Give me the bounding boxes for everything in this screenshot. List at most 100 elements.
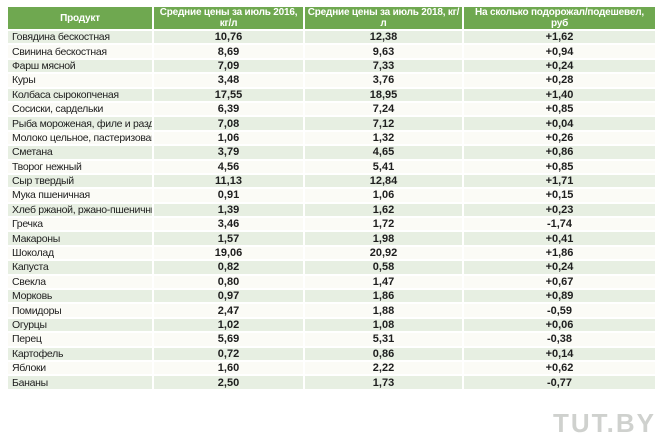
value-cell: +0,85 xyxy=(462,158,657,175)
value-cell: 7,24 xyxy=(303,100,464,118)
value-cell: 1,88 xyxy=(303,302,464,319)
value-cell: 1,32 xyxy=(303,129,464,147)
value-cell: +0,62 xyxy=(462,359,657,377)
table-row: Морковь 0,97 1,86 +0,89 xyxy=(6,288,657,305)
value-cell: 0,80 xyxy=(152,273,305,291)
value-cell: +1,71 xyxy=(462,172,657,190)
value-cell: 17,55 xyxy=(152,86,305,103)
value-cell: 1,08 xyxy=(303,316,464,334)
product-cell: Яблоки xyxy=(6,359,154,377)
product-cell: Макароны xyxy=(6,230,154,247)
value-cell: +0,24 xyxy=(462,57,657,75)
product-cell: Молоко цельное, пастеризованное xyxy=(6,129,154,147)
product-cell: Перец xyxy=(6,331,154,348)
value-cell: 1,02 xyxy=(152,316,305,334)
value-cell: +0,94 xyxy=(462,43,657,60)
column-header-price-2018: Средние цены за июль 2018, кг/л xyxy=(303,5,464,31)
table-row: Бананы 2,50 1,73 -0,77 xyxy=(6,374,657,391)
table-row: Картофель 0,72 0,86 +0,14 xyxy=(6,345,657,363)
value-cell: -1,74 xyxy=(462,216,657,233)
value-cell: 1,57 xyxy=(152,230,305,247)
table-row: Хлеб ржаной, ржано-пшеничный 1,39 1,62 +0,2… xyxy=(6,201,657,219)
value-cell: 7,09 xyxy=(152,57,305,75)
value-cell: +0,23 xyxy=(462,201,657,219)
table-row: Сосиски, сардельки 6,39 7,24 +0,85 xyxy=(6,100,657,118)
table-row: Перец 5,69 5,31 -0,38 xyxy=(6,331,657,348)
product-cell: Капуста xyxy=(6,259,154,276)
value-cell: 9,63 xyxy=(303,43,464,60)
value-cell: 2,50 xyxy=(152,374,305,391)
value-cell: 1,98 xyxy=(303,230,464,247)
value-cell: 7,12 xyxy=(303,115,464,132)
value-cell: 12,38 xyxy=(303,28,464,46)
table-body: Говядина бескостная 10,76 12,38 +1,62 Свинин… xyxy=(6,28,657,391)
table-row: Рыба мороженая, филе и разделка7,087,12+… xyxy=(6,115,657,132)
column-header-change: На сколько подорожал/подешевел, руб xyxy=(462,5,657,31)
product-cell: Творог нежный xyxy=(6,158,154,175)
value-cell: +1,62 xyxy=(462,28,657,46)
table-row: Сметана 3,79 4,65 +0,86 xyxy=(6,144,657,161)
value-cell: +0,67 xyxy=(462,273,657,291)
value-cell: 4,65 xyxy=(303,144,464,161)
table-row: Фарш мясной 7,09 7,33 +0,24 xyxy=(6,57,657,75)
value-cell: -0,59 xyxy=(462,302,657,319)
value-cell: 3,79 xyxy=(152,144,305,161)
product-cell: Гречка xyxy=(6,216,154,233)
value-cell: 5,41 xyxy=(303,158,464,175)
value-cell: 12,84 xyxy=(303,172,464,190)
value-cell: 0,86 xyxy=(303,345,464,363)
value-cell: 5,69 xyxy=(152,331,305,348)
value-cell: +1,40 xyxy=(462,86,657,103)
table-row: Гречка 3,46 1,72 -1,74 xyxy=(6,216,657,233)
header-row: Продукт Средние цены за июль 2016, кг/л … xyxy=(6,5,657,31)
product-cell: Колбаса сырокопченая xyxy=(6,86,154,103)
table-row: Куры 3,48 3,76 +0,28 xyxy=(6,72,657,89)
product-cell: Морковь xyxy=(6,288,154,305)
table-row: Говядина бескостная 10,76 12,38 +1,62 xyxy=(6,28,657,46)
value-cell: 1,47 xyxy=(303,273,464,291)
product-cell: Бананы xyxy=(6,374,154,391)
value-cell: 7,08 xyxy=(152,115,305,132)
product-cell: Сыр твердый xyxy=(6,172,154,190)
value-cell: +0,24 xyxy=(462,259,657,276)
value-cell: 2,47 xyxy=(152,302,305,319)
value-cell: 2,22 xyxy=(303,359,464,377)
table-row: Мука пшеничная 0,91 1,06 +0,15 xyxy=(6,187,657,204)
table-row: Сыр твердый 11,13 12,84 +1,71 xyxy=(6,172,657,190)
value-cell: 0,72 xyxy=(152,345,305,363)
product-cell: Шоколад xyxy=(6,244,154,262)
table-row: Молоко цельное, пастеризованное1,061,32+… xyxy=(6,129,657,147)
tutby-watermark: TUT.BY xyxy=(553,408,656,438)
value-cell: 7,33 xyxy=(303,57,464,75)
value-cell: 5,31 xyxy=(303,331,464,348)
value-cell: 1,62 xyxy=(303,201,464,219)
table-row: Яблоки 1,60 2,22 +0,62 xyxy=(6,359,657,377)
value-cell: 1,72 xyxy=(303,216,464,233)
product-cell: Свинина бескостная xyxy=(6,43,154,60)
column-header-price-2016: Средние цены за июль 2016, кг/л xyxy=(152,5,305,31)
table-row: Творог нежный 4,56 5,41 +0,85 xyxy=(6,158,657,175)
product-cell: Рыба мороженая, филе и разделка xyxy=(6,115,154,132)
value-cell: 4,56 xyxy=(152,158,305,175)
value-cell: 0,97 xyxy=(152,288,305,305)
value-cell: 0,91 xyxy=(152,187,305,204)
product-cell: Куры xyxy=(6,72,154,89)
value-cell: -0,77 xyxy=(462,374,657,391)
value-cell: +0,04 xyxy=(462,115,657,132)
value-cell: -0,38 xyxy=(462,331,657,348)
table-row: Шоколад 19,06 20,92 +1,86 xyxy=(6,244,657,262)
price-comparison-table: Продукт Средние цены за июль 2016, кг/л … xyxy=(6,5,657,391)
table-row: Колбаса сырокопченая 17,55 18,95 +1,40 xyxy=(6,86,657,103)
value-cell: 3,46 xyxy=(152,216,305,233)
table-header: Продукт Средние цены за июль 2016, кг/л … xyxy=(6,5,657,31)
product-cell: Помидоры xyxy=(6,302,154,319)
table-row: Свекла 0,80 1,47 +0,67 xyxy=(6,273,657,291)
value-cell: 0,58 xyxy=(303,259,464,276)
value-cell: +0,89 xyxy=(462,288,657,305)
value-cell: +0,86 xyxy=(462,144,657,161)
value-cell: 3,76 xyxy=(303,72,464,89)
product-cell: Сметана xyxy=(6,144,154,161)
product-cell: Хлеб ржаной, ржано-пшеничный xyxy=(6,201,154,219)
product-cell: Мука пшеничная xyxy=(6,187,154,204)
price-table-container: Продукт Средние цены за июль 2016, кг/л … xyxy=(6,5,657,391)
